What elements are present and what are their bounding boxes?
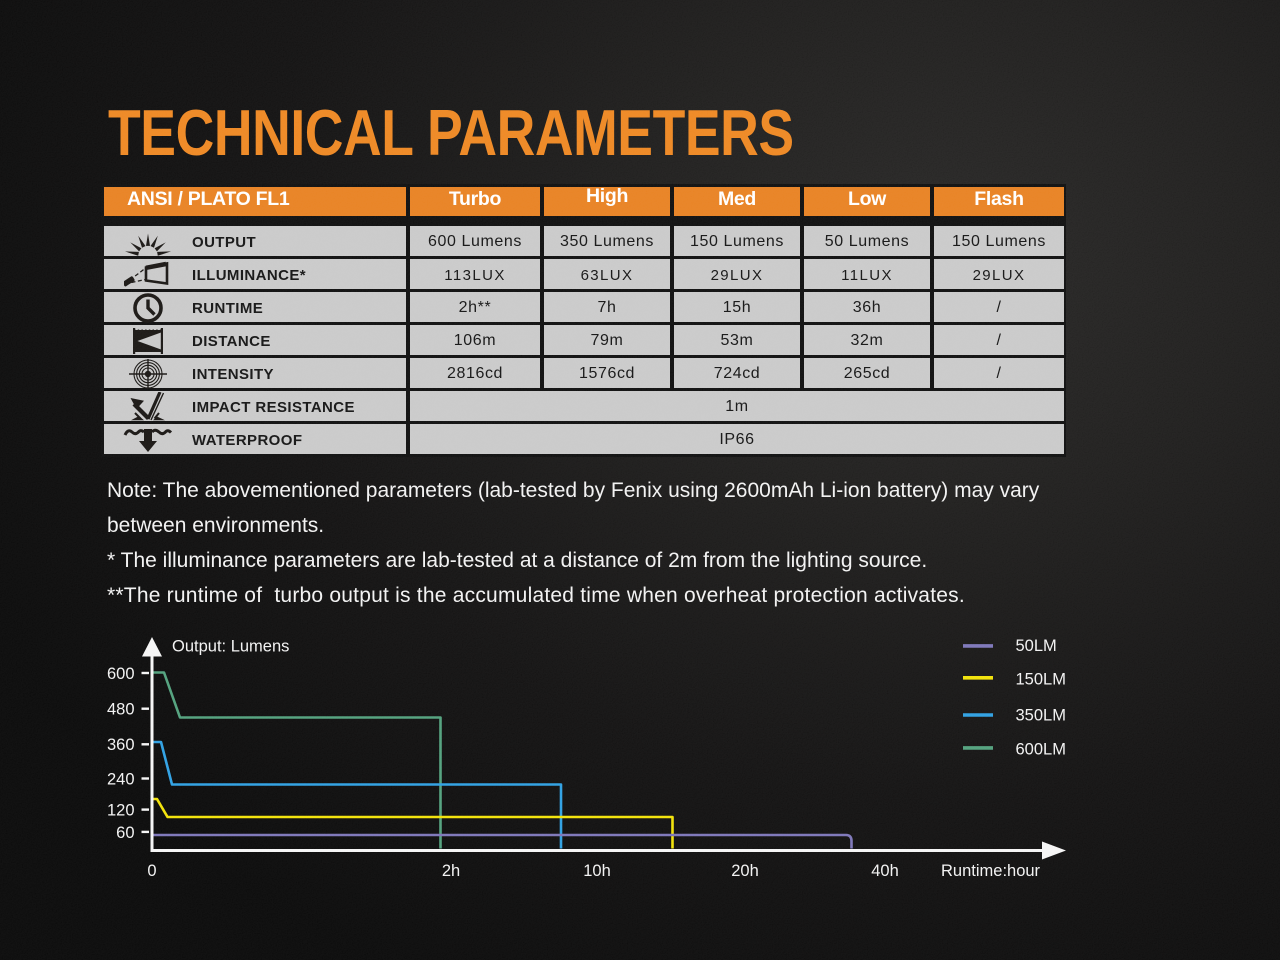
svg-text:600LM: 600LM (1016, 740, 1066, 758)
svg-text:120: 120 (107, 802, 135, 820)
svg-text:Runtime:hour: Runtime:hour (941, 862, 1041, 880)
svg-text:600: 600 (107, 665, 135, 683)
svg-text:10h: 10h (583, 862, 611, 880)
svg-text:20h: 20h (731, 862, 759, 880)
svg-text:360: 360 (107, 736, 135, 754)
svg-text:0: 0 (147, 862, 156, 880)
svg-text:Output: Lumens: Output: Lumens (172, 638, 289, 656)
svg-text:60: 60 (116, 824, 134, 842)
svg-text:50LM: 50LM (1016, 637, 1057, 655)
svg-text:2h: 2h (442, 862, 460, 880)
svg-text:480: 480 (107, 701, 135, 719)
svg-text:150LM: 150LM (1016, 670, 1066, 688)
svg-text:350LM: 350LM (1016, 706, 1066, 724)
svg-text:240: 240 (107, 770, 135, 788)
svg-text:40h: 40h (871, 862, 899, 880)
